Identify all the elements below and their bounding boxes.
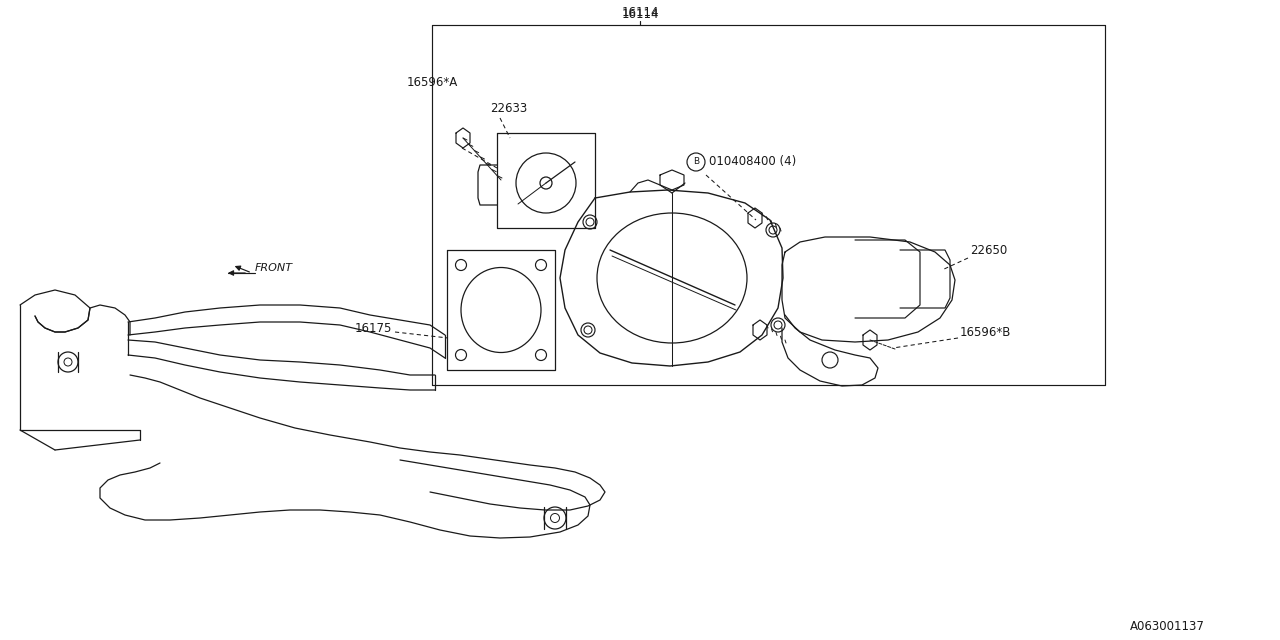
Text: B: B xyxy=(692,157,699,166)
Text: 16114: 16114 xyxy=(621,8,659,20)
Text: 22650: 22650 xyxy=(970,243,1007,257)
Text: A063001137: A063001137 xyxy=(1130,620,1204,632)
Text: 16175: 16175 xyxy=(355,321,393,335)
Text: 16596*A: 16596*A xyxy=(407,76,458,88)
Text: 16114: 16114 xyxy=(621,6,659,19)
Text: 010408400 (4): 010408400 (4) xyxy=(709,156,796,168)
Text: 16596*B: 16596*B xyxy=(960,326,1011,339)
Text: 22633: 22633 xyxy=(490,102,527,115)
Text: FRONT: FRONT xyxy=(255,263,293,273)
